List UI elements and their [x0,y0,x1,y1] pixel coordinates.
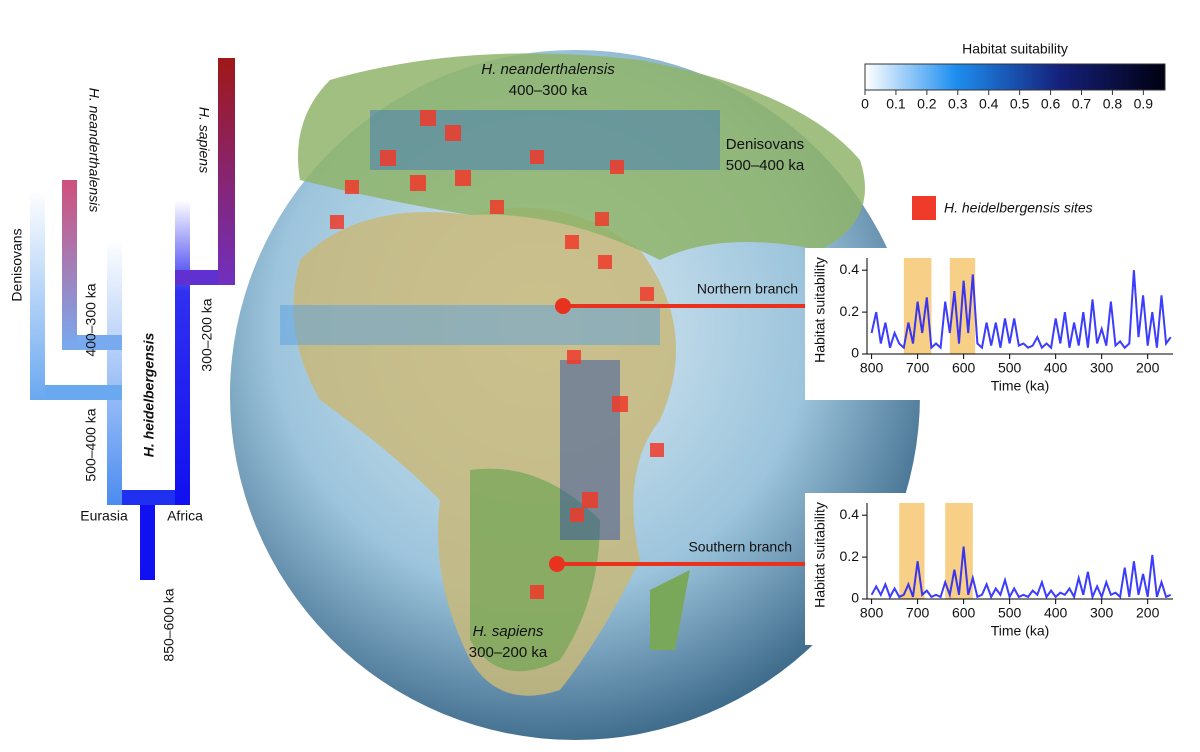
y-axis-label: Habitat suitability [812,502,828,608]
colorbar-tick-label: 0.4 [979,96,999,112]
x-tick-label: 700 [906,605,930,621]
x-tick-label: 800 [860,605,884,621]
map-label: Denisovans [726,136,804,153]
colorbar-tick-label: 0.5 [1010,96,1030,112]
branch-label: Northern branch [697,281,798,297]
x-tick-label: 600 [952,360,976,376]
shaded-period [945,503,973,599]
colorbar-title: Habitat suitability [962,41,1068,57]
x-tick-label: 200 [1136,360,1160,376]
colorbar-tick-label: 0.6 [1041,96,1061,112]
branch-label: Southern branch [688,539,792,555]
y-tick-label: 0.2 [840,548,860,564]
tree-label: H. heidelbergensis [141,333,157,458]
colorbar-tick-label: 0 [861,96,869,112]
x-axis-label: Time (ka) [991,623,1050,639]
tree-label: H. sapiens [196,107,212,173]
map-label: H. neanderthalensis [481,61,615,78]
colorbar-tick-label: 0.1 [886,96,906,112]
colorbar-tick-label: 0.7 [1072,96,1092,112]
x-tick-label: 500 [998,360,1022,376]
colorbar-tick-label: 0.8 [1103,96,1123,112]
y-tick-label: 0 [851,590,859,606]
phylogeny [30,58,235,580]
x-tick-label: 500 [998,605,1022,621]
x-tick-label: 800 [860,360,884,376]
tree-label: Africa [167,508,203,524]
site-dot [549,556,565,572]
tree-label: Denisovans [9,228,25,301]
inset-panel [805,493,1185,645]
map-label: 300–200 ka [469,644,548,661]
tree-label: Eurasia [80,508,128,524]
x-tick-label: 600 [952,605,976,621]
legend-label: H. heidelbergensis sites [944,200,1093,216]
globe [230,50,920,740]
colorbar-tick-label: 0.9 [1134,96,1154,112]
legend-swatch [912,196,936,220]
tree-date: 850–600 ka [161,588,177,661]
colorbar-tick-label: 0.2 [917,96,937,112]
colorbar-tick-label: 0.3 [948,96,968,112]
y-tick-label: 0.4 [840,506,860,522]
x-axis-label: Time (ka) [991,378,1050,394]
map-label: 400–300 ka [509,82,588,99]
data-line [870,270,1172,350]
y-tick-label: 0 [851,345,859,361]
x-tick-label: 400 [1044,605,1068,621]
y-tick-label: 0.4 [840,261,860,277]
site-dot [555,298,571,314]
x-tick-label: 400 [1044,360,1068,376]
y-tick-label: 0.2 [840,303,860,319]
tree-date: 500–400 ka [83,408,99,481]
colorbar [864,63,1166,91]
x-tick-label: 300 [1090,360,1114,376]
y-axis-label: Habitat suitability [812,257,828,363]
tree-date: 400–300 ka [83,283,99,356]
x-tick-label: 300 [1090,605,1114,621]
tree-date: 300–200 ka [199,298,215,371]
tree-label: H. neanderthalensis [86,88,102,213]
data-line [870,546,1172,601]
x-tick-label: 200 [1136,605,1160,621]
x-tick-label: 700 [906,360,930,376]
map-label: 500–400 ka [726,157,805,174]
map-label: H. sapiens [473,623,544,640]
